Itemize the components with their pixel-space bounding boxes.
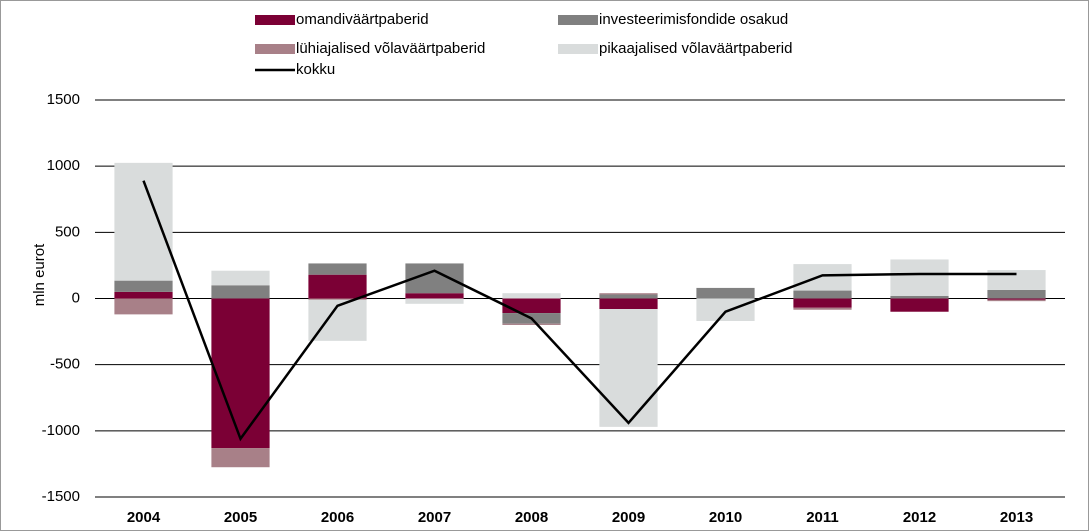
line [142, 180, 1017, 442]
bar-segment [599, 293, 658, 295]
y-axis-label: mln eurot [31, 243, 48, 306]
legend-swatch [255, 44, 295, 54]
bar-segment [308, 263, 367, 275]
bar-segment [890, 295, 949, 299]
bar-segment [114, 291, 173, 299]
y-tick-label: -1000 [42, 422, 80, 439]
bar-segment [502, 293, 561, 299]
bar-segment [793, 298, 852, 308]
bar-segment [890, 259, 949, 296]
legend-label: lühiajalised võlaväärtpaberid [296, 40, 485, 57]
y-tick-label: 500 [55, 223, 80, 240]
bar-segment [793, 290, 852, 299]
x-tick-label: 2006 [321, 509, 354, 526]
y-tick-label: -500 [50, 356, 80, 373]
bar-segment [696, 287, 755, 299]
x-tick-label: 2008 [515, 509, 548, 526]
bar-segment [502, 323, 561, 325]
legend-label: investeerimisfondide osakud [599, 11, 788, 28]
x-tick-label: 2012 [903, 509, 936, 526]
bar-segment [890, 298, 949, 312]
legend-swatch [558, 15, 598, 25]
bar-segment [114, 162, 173, 281]
legend-swatch [558, 44, 598, 54]
bar-segment [308, 274, 367, 299]
x-tick-label: 2004 [127, 509, 161, 526]
bar-segment [696, 298, 755, 321]
x-tick-label: 2011 [806, 509, 839, 526]
y-tick-label: 1500 [47, 91, 80, 108]
bar-segment [405, 293, 464, 299]
bar-segment [987, 289, 1046, 299]
x-tick-label: 2013 [1000, 509, 1033, 526]
y-tick-label: 1000 [47, 157, 80, 174]
bar-segment [599, 298, 658, 310]
x-tick-label: 2007 [418, 509, 451, 526]
bar-segment [793, 307, 852, 310]
legend-swatch [255, 15, 295, 25]
bar-segment [211, 270, 270, 286]
y-tick-label: -1500 [42, 488, 80, 505]
bar-segment [987, 298, 1046, 300]
bar-segment [114, 280, 173, 292]
bar-segment [211, 285, 270, 299]
bar-segment [211, 448, 270, 468]
bar-segment [308, 298, 367, 300]
x-tick-label: 2009 [612, 509, 645, 526]
bar-segment [793, 264, 852, 291]
bar-segment [987, 299, 1046, 302]
legend-label: kokku [296, 61, 335, 78]
legend-label: pikaajalised võlaväärtpaberid [599, 40, 792, 57]
bar-segment [114, 298, 173, 315]
x-tick-label: 2005 [224, 509, 257, 526]
y-tick-label: 0 [72, 289, 80, 306]
bar-segment [405, 298, 464, 304]
legend-label: omandiväärtpaberid [296, 11, 429, 28]
bar-segment [599, 309, 658, 427]
x-tick-label: 2010 [709, 509, 742, 526]
bar-segment [211, 298, 270, 449]
bar-segment [502, 298, 561, 314]
bar-segment [599, 294, 658, 299]
